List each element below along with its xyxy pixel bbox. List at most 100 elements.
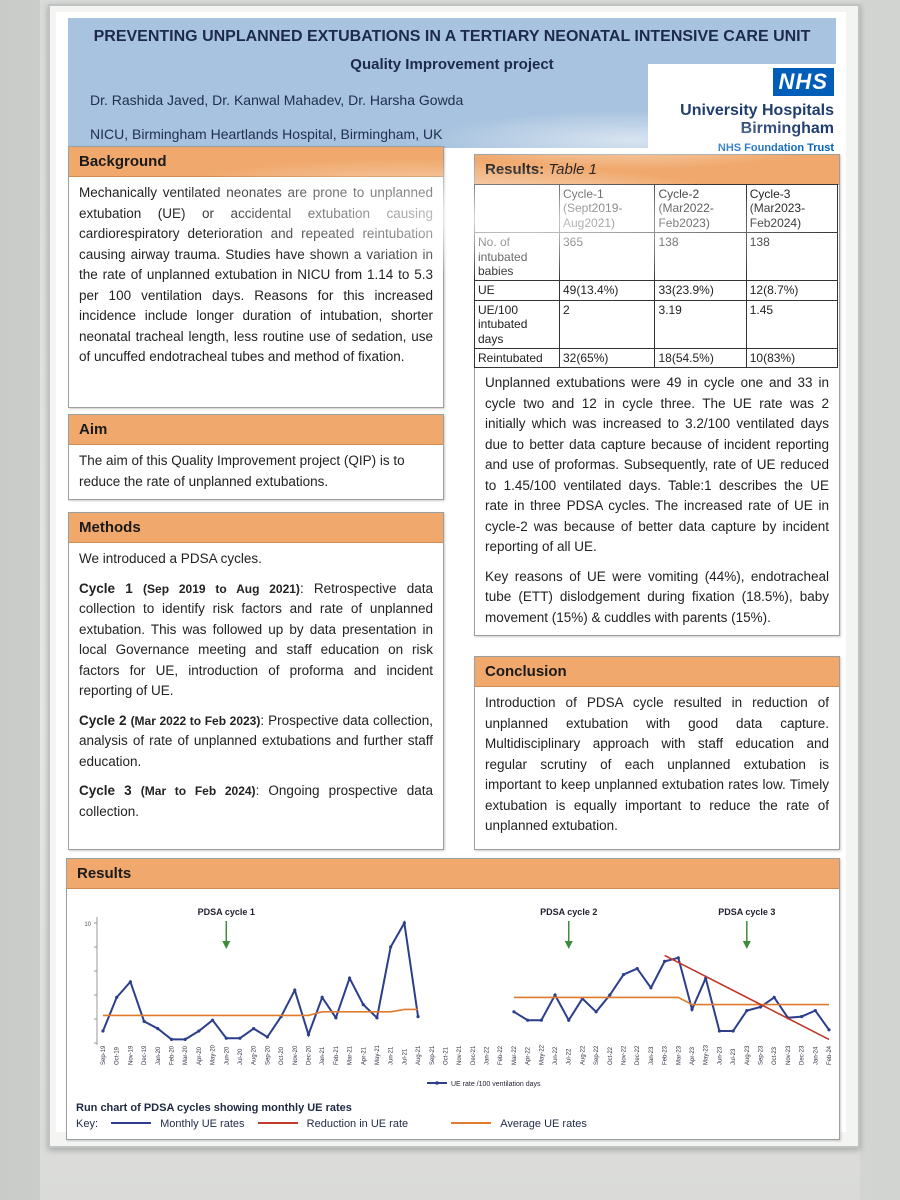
x-tick-label: Aug-22 xyxy=(580,1045,586,1065)
monthly-ue-point xyxy=(594,1010,598,1014)
results-table-heading: Results: Table 1 xyxy=(475,155,839,185)
cycle-1-label: Cycle 1 xyxy=(79,580,133,596)
monthly-ue-point xyxy=(827,1028,831,1032)
x-tick-label: Jul-22 xyxy=(567,1048,573,1065)
conclusion-heading: Conclusion xyxy=(475,657,839,687)
results-text: Unplanned extubations were 49 in cycle o… xyxy=(475,367,839,643)
table-header-cell: Cycle-3 (Mar2023-Feb2024) xyxy=(745,183,839,234)
methods-body: We introduced a PDSA cycles. Cycle 1 (Se… xyxy=(69,543,443,837)
aim-heading: Aim xyxy=(69,415,443,445)
monthly-ue-point xyxy=(731,1029,735,1033)
average-ue-line xyxy=(513,996,829,1006)
monthly-ue-point xyxy=(142,1019,146,1023)
x-tick-label: Aug-20 xyxy=(252,1045,258,1065)
table-cell: 32(65%) xyxy=(558,347,656,369)
pdsa-annotation-label: PDSA cycle 2 xyxy=(540,907,597,917)
x-tick-label: Nov-21 xyxy=(457,1045,463,1065)
monthly-ue-point xyxy=(361,1003,365,1007)
monthly-ue-point xyxy=(169,1037,174,1041)
background-section: Background Mechanically ventilated neona… xyxy=(68,146,444,408)
x-tick-label: Mar-22 xyxy=(512,1045,518,1065)
monthly-ue-point xyxy=(347,976,352,980)
x-tick-label: Jan-23 xyxy=(649,1046,655,1065)
x-tick-label: Oct-21 xyxy=(443,1046,449,1065)
x-tick-label: Oct-20 xyxy=(279,1046,285,1065)
key-reduction-line xyxy=(257,1122,298,1125)
table-row: No. of intubated babies 365 138 138 xyxy=(474,232,839,282)
results-table-heading-italic: Table 1 xyxy=(548,161,598,178)
x-tick-label: Aug-23 xyxy=(745,1045,751,1065)
table-cell: 10(83%) xyxy=(745,347,839,369)
x-tick-label: Mar-23 xyxy=(676,1045,682,1065)
methods-intro: We introduced a PDSA cycles. xyxy=(79,551,262,566)
cycle-3-dates: (Mar to Feb 2024) xyxy=(140,784,256,799)
table-cell xyxy=(474,183,560,234)
monthly-ue-point xyxy=(293,988,297,992)
monthly-ue-point xyxy=(156,1027,160,1031)
x-tick-label: Mar-21 xyxy=(348,1045,354,1065)
x-tick-label: Sep-23 xyxy=(759,1045,765,1065)
monthly-ue-point xyxy=(745,1009,749,1013)
table-row: Cycle-1 (Sept2019-Aug2021) Cycle-2 (Mar2… xyxy=(474,183,839,234)
methods-section: Methods We introduced a PDSA cycles. Cyc… xyxy=(68,512,444,850)
x-tick-label: Dec-20 xyxy=(306,1045,312,1065)
monthly-ue-point xyxy=(758,1005,763,1009)
monthly-ue-point xyxy=(635,967,639,971)
monthly-ue-point xyxy=(690,1007,694,1011)
x-tick-label: Jun-21 xyxy=(389,1046,395,1065)
x-tick-label: Nov-19 xyxy=(128,1045,134,1065)
cycle-1-dates: (Sep 2019 to Aug 2021) xyxy=(143,581,300,596)
legend-series-label: UE rate /100 ventilation days xyxy=(451,1081,541,1088)
logo-line-1: University Hospitals xyxy=(680,102,834,119)
cycle-2-dates: (Mar 2022 to Feb 2023) xyxy=(130,713,261,728)
legend-series-marker xyxy=(435,1081,439,1085)
x-tick-label: Oct-22 xyxy=(608,1046,614,1065)
x-tick-label: Jan-22 xyxy=(485,1046,491,1065)
x-tick-label: Apr-20 xyxy=(197,1046,203,1065)
x-tick-label: May-23 xyxy=(704,1044,710,1065)
monthly-ue-point xyxy=(553,993,557,997)
monthly-ue-point xyxy=(334,1016,338,1020)
key-average-label: Average UE rates xyxy=(500,1118,587,1131)
conclusion-text: Introduction of PDSA cycle resulted in r… xyxy=(485,695,829,834)
aim-text: The aim of this Quality Improvement proj… xyxy=(79,453,405,489)
x-tick-label: Sep-20 xyxy=(265,1045,271,1065)
methods-cycle-1: Cycle 1 (Sep 2019 to Aug 2021): Retrospe… xyxy=(79,579,433,702)
x-tick-label: May-22 xyxy=(539,1044,545,1065)
monthly-ue-point xyxy=(210,1018,215,1022)
pdsa-arrow-head xyxy=(742,941,751,949)
results-chart-section: Results 10 Sep-19 Oct-19 Nov-19 Dec-19 Jan-20… xyxy=(66,858,840,1140)
monthly-ue-point xyxy=(663,959,667,963)
average-ue-line xyxy=(103,1008,419,1017)
x-tick-label: Jun-20 xyxy=(224,1046,230,1065)
x-tick-label: Apr-21 xyxy=(361,1046,367,1065)
monthly-ue-point xyxy=(539,1018,543,1022)
authors: Dr. Rashida Javed, Dr. Kanwal Mahadev, D… xyxy=(90,92,464,108)
monthly-ue-point xyxy=(128,980,132,984)
results-para-2: Key reasons of UE were vomiting (44%), e… xyxy=(485,568,829,625)
table-row: Reintubated 32(65%) 18(54.5%) 10(83%) xyxy=(474,347,839,369)
table-cell: 12(8.7%) xyxy=(745,280,839,301)
x-tick-label: Sep-22 xyxy=(594,1045,600,1065)
key-monthly-line xyxy=(111,1122,152,1125)
background-heading: Background xyxy=(69,147,443,177)
table-cell: 138 xyxy=(745,232,839,282)
table-header-cell: Cycle-1 (Sept2019-Aug2021) xyxy=(558,183,656,234)
background-text: Mechanically ventilated neonates are pro… xyxy=(79,185,433,365)
methods-cycle-3: Cycle 3 (Mar to Feb 2024): Ongoing prosp… xyxy=(79,781,433,822)
x-tick-label: Sep-21 xyxy=(430,1045,436,1065)
monthly-ue-point xyxy=(224,1036,228,1040)
x-tick-label: Oct-23 xyxy=(772,1046,778,1065)
pdsa-arrow-head xyxy=(564,941,573,949)
table-cell: 18(54.5%) xyxy=(654,347,747,369)
table-cell: UE xyxy=(474,280,560,301)
x-tick-label: Jun-22 xyxy=(553,1046,559,1065)
cycle-2-label: Cycle 2 xyxy=(79,712,127,728)
key-average-line xyxy=(451,1122,492,1125)
aim-section: Aim The aim of this Quality Improvement … xyxy=(68,414,444,500)
x-tick-label: Aug-21 xyxy=(416,1045,422,1065)
table-cell: 3.19 xyxy=(654,299,747,349)
monthly-ue-point xyxy=(800,1015,804,1019)
monthly-ue-point xyxy=(101,1029,105,1033)
table-cell: 2 xyxy=(558,299,656,349)
